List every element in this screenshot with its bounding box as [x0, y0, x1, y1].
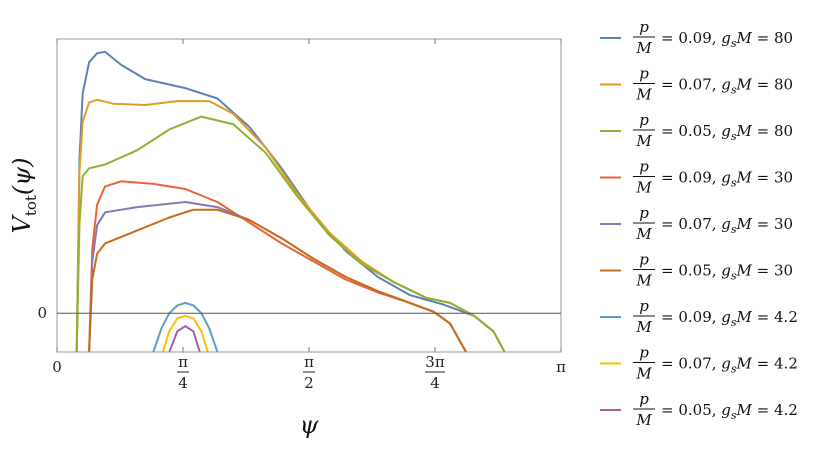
legend-label: = 0.05, gsM = 4.2 — [661, 401, 798, 422]
legend-item-5: pM = 0.07, gsM = 30 — [600, 204, 793, 243]
series-line-7 — [152, 301, 219, 352]
svg-text:p: p — [639, 111, 649, 129]
legend-label: = 0.09, gsM = 4.2 — [661, 308, 798, 329]
svg-text:π: π — [178, 353, 188, 371]
svg-text:M: M — [635, 86, 652, 104]
series-line-2 — [75, 98, 506, 352]
legend-label: = 0.05, gsM = 30 — [661, 262, 793, 283]
x-axis-title: ψ — [300, 411, 320, 439]
svg-text:p: p — [639, 297, 649, 315]
series-line-8 — [161, 314, 209, 352]
svg-text:M: M — [635, 179, 652, 197]
legend-item-8: pM = 0.07, gsM = 4.2 — [600, 344, 798, 383]
series-line-5 — [88, 201, 468, 352]
svg-text:M: M — [635, 365, 652, 383]
svg-text:p: p — [639, 158, 649, 176]
legend-label: = 0.07, gsM = 30 — [661, 215, 793, 236]
legend-item-4: pM = 0.09, gsM = 30 — [600, 158, 793, 197]
y-axis-title: Vtot(ψ) — [8, 158, 40, 234]
svg-text:2: 2 — [304, 374, 314, 392]
series-line-3 — [75, 115, 506, 352]
svg-text:M: M — [635, 225, 652, 243]
legend-item-2: pM = 0.07, gsM = 80 — [600, 65, 793, 104]
plot-area — [75, 50, 506, 352]
x-tick-label-2: π4 — [177, 353, 189, 392]
x-tick-label-3: π2 — [303, 353, 315, 392]
x-tick-label-5: π — [556, 358, 566, 376]
legend-label: = 0.07, gsM = 80 — [661, 76, 793, 97]
x-tick-label-1: 0 — [52, 358, 62, 376]
svg-text:p: p — [639, 65, 649, 83]
svg-text:M: M — [635, 318, 652, 336]
legend-item-7: pM = 0.09, gsM = 4.2 — [600, 297, 798, 336]
legend-label: = 0.05, gsM = 80 — [661, 122, 793, 143]
legend-label: = 0.09, gsM = 80 — [661, 29, 793, 50]
svg-text:p: p — [639, 18, 649, 36]
plot-frame — [56, 38, 562, 353]
svg-text:M: M — [635, 132, 652, 150]
svg-text:3π: 3π — [425, 353, 445, 371]
series-line-9 — [168, 325, 201, 352]
x-tick-label-4: 3π4 — [425, 353, 445, 392]
svg-text:4: 4 — [430, 374, 440, 392]
legend-item-9: pM = 0.05, gsM = 4.2 — [600, 390, 798, 429]
series-line-6 — [88, 208, 468, 352]
svg-text:π: π — [304, 353, 314, 371]
svg-text:p: p — [639, 251, 649, 269]
y-tick-label-1: 0 — [37, 304, 47, 322]
svg-text:M: M — [635, 272, 652, 290]
svg-text:p: p — [639, 390, 649, 408]
svg-text:4: 4 — [178, 374, 188, 392]
legend-item-6: pM = 0.05, gsM = 30 — [600, 251, 793, 290]
legend-label: = 0.09, gsM = 30 — [661, 169, 793, 190]
y-axis-title-text: Vtot(ψ) — [8, 158, 40, 234]
legend-item-1: pM = 0.09, gsM = 80 — [600, 18, 793, 57]
svg-text:p: p — [639, 204, 649, 222]
legend-item-3: pM = 0.05, gsM = 80 — [600, 111, 793, 150]
legend-label: = 0.07, gsM = 4.2 — [661, 355, 798, 376]
svg-text:M: M — [635, 39, 652, 57]
svg-text:M: M — [635, 411, 652, 429]
series-line-1 — [75, 50, 506, 352]
svg-text:p: p — [639, 344, 649, 362]
